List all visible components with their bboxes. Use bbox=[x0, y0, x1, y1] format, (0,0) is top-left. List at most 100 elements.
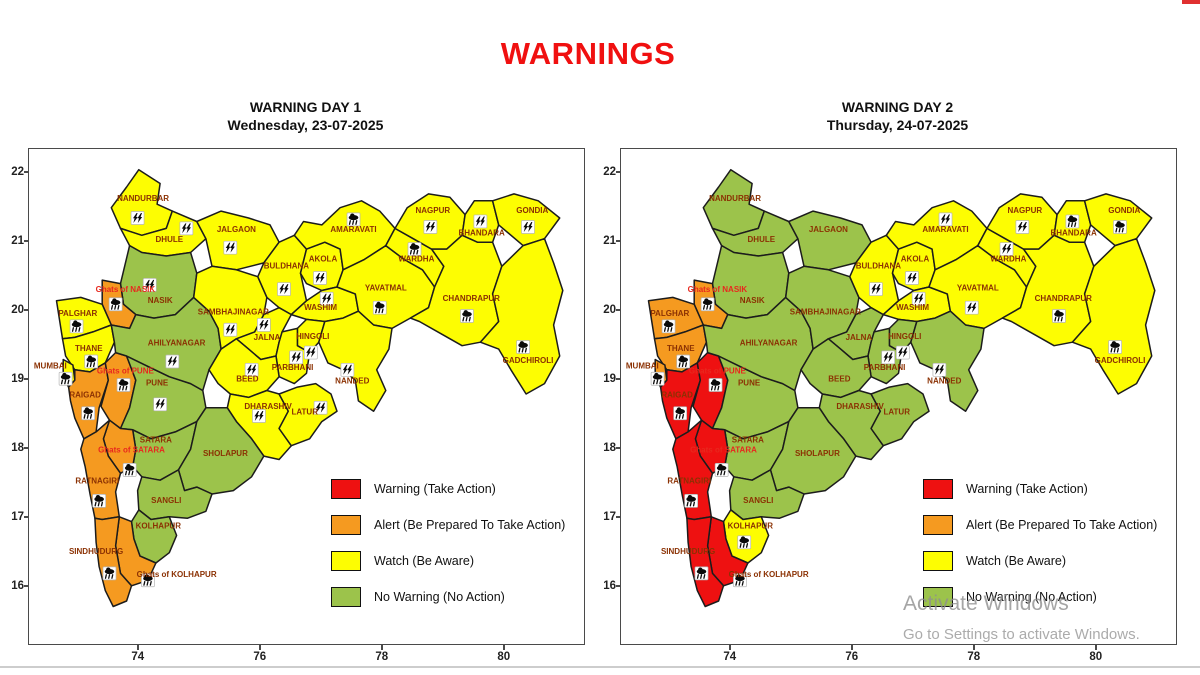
heavy-rain-icon bbox=[407, 242, 422, 256]
heavy-rain-icon bbox=[700, 297, 715, 312]
district-label: WASHIM bbox=[896, 303, 929, 312]
legend-item-watch: Watch (Be Aware) bbox=[923, 551, 1157, 571]
district-label: NAGPUR bbox=[415, 206, 450, 215]
rain-drop-glyph bbox=[689, 501, 692, 507]
district-label: CHANDRAPUR bbox=[443, 294, 501, 303]
lightning-bolt-glyph bbox=[1017, 221, 1023, 232]
lightning-bolt-glyph bbox=[523, 221, 529, 232]
icon-background bbox=[932, 362, 947, 377]
rain-drop-glyph bbox=[78, 327, 81, 332]
icon-background bbox=[153, 397, 167, 412]
rain-drop-glyph bbox=[524, 347, 527, 353]
rain-drop-glyph bbox=[745, 543, 749, 548]
panel-warning-day1: WARNING DAY 1 Wednesday, 23-07-2025 NAND… bbox=[11, 96, 585, 671]
district-shape-latur bbox=[278, 382, 338, 447]
district-label: NANDURBAR bbox=[117, 194, 169, 203]
rain-drop-glyph bbox=[131, 470, 134, 476]
legend-item-none: No Warning (No Action) bbox=[331, 587, 565, 607]
district-shape-sindhudurg bbox=[686, 516, 725, 608]
legend-label-watch: Watch (Be Aware) bbox=[374, 554, 475, 568]
heavy-rain-icon bbox=[69, 319, 84, 334]
rain-drop-glyph bbox=[1054, 316, 1057, 322]
lightning-bolt-glyph bbox=[167, 356, 173, 367]
maharashtra-map-day2: NANDURBAR DHULE JALGAON NASIK Ghats of NASIK… bbox=[626, 168, 1156, 608]
x-tick-label: 80 bbox=[497, 651, 511, 663]
thunderstorm-icon bbox=[244, 362, 259, 377]
rain-drop-glyph bbox=[146, 580, 149, 586]
legend-swatch-watch bbox=[923, 551, 953, 571]
rain-drop-glyph bbox=[702, 304, 706, 310]
rain-drop-glyph bbox=[149, 580, 152, 586]
district-shape-gadchiroli bbox=[1071, 237, 1156, 395]
y-tick-label: 20 bbox=[603, 304, 616, 317]
legend-label-none: No Warning (No Action) bbox=[374, 590, 505, 604]
heavy-rain-icon bbox=[1108, 340, 1122, 354]
district-label: NAGPUR bbox=[1007, 206, 1042, 215]
rain-drop-glyph bbox=[83, 414, 86, 419]
lightning-bolt-glyph bbox=[247, 364, 252, 375]
district-label: Ghats of NASIK bbox=[688, 285, 748, 294]
legend-swatch-alert bbox=[331, 515, 361, 535]
district-label: NANDURBAR bbox=[709, 194, 761, 203]
lightning-bolt-glyph bbox=[907, 273, 913, 284]
y-tick-mark bbox=[24, 378, 29, 380]
y-tick-mark bbox=[616, 516, 621, 518]
legend-label-watch: Watch (Be Aware) bbox=[966, 554, 1067, 568]
thunderstorm-icon bbox=[423, 220, 438, 234]
icon-background bbox=[179, 221, 194, 236]
district-label: LATUR bbox=[291, 408, 318, 417]
district-label: SATARA bbox=[140, 435, 172, 444]
district-label: HINGOLI bbox=[296, 332, 329, 341]
district-shape-ahilyanagar bbox=[110, 296, 222, 392]
y-tick-mark bbox=[616, 240, 621, 242]
heavy-rain-icon bbox=[84, 354, 99, 369]
icon-background bbox=[277, 282, 291, 296]
rain-drop-glyph bbox=[709, 304, 712, 310]
district-label: YAVATMAL bbox=[365, 283, 407, 292]
district-label: DHULE bbox=[748, 235, 776, 244]
district-label: WARDHA bbox=[990, 254, 1026, 263]
lightning-bolt-glyph bbox=[914, 293, 919, 304]
y-tick-mark bbox=[24, 447, 29, 449]
legend-item-none: No Warning (No Action) bbox=[923, 587, 1157, 607]
x-tick-label: 76 bbox=[253, 651, 267, 663]
district-label: PUNE bbox=[146, 379, 169, 388]
district-label: RAIGAD bbox=[661, 390, 693, 399]
heavy-rain-icon bbox=[673, 406, 688, 421]
district-shape-beed bbox=[800, 338, 872, 399]
rain-drop-glyph bbox=[64, 379, 67, 385]
icon-background bbox=[1015, 220, 1030, 234]
thunderstorm-icon bbox=[257, 318, 271, 332]
legend-swatch-alert bbox=[923, 515, 953, 535]
thunderstorm-icon bbox=[153, 397, 167, 412]
rain-drop-glyph bbox=[348, 220, 351, 225]
lightning-bolt-glyph bbox=[342, 364, 348, 375]
rain-drop-glyph bbox=[717, 385, 720, 391]
rain-drop-glyph bbox=[413, 249, 416, 255]
rain-drop-glyph bbox=[118, 385, 122, 391]
lightning-bolt-glyph bbox=[181, 223, 187, 234]
district-label: Ghats of PUNE bbox=[97, 366, 155, 375]
rain-drop-glyph bbox=[681, 414, 685, 419]
legend-label-alert: Alert (Be Prepared To Take Action) bbox=[966, 518, 1158, 532]
lightning-bolt-glyph bbox=[326, 293, 332, 304]
rain-drop-glyph bbox=[125, 470, 128, 476]
district-label: HINGOLI bbox=[888, 332, 921, 341]
district-label: NANDED bbox=[927, 377, 961, 386]
heavy-rain-icon bbox=[108, 297, 123, 312]
y-tick-mark bbox=[24, 240, 29, 242]
thunderstorm-icon bbox=[130, 211, 145, 225]
rain-drop-glyph bbox=[681, 362, 684, 368]
rain-drop-glyph bbox=[703, 574, 706, 579]
thunderstorm-icon bbox=[911, 291, 926, 306]
x-tick-mark bbox=[137, 645, 139, 650]
thunderstorm-icon bbox=[223, 322, 238, 337]
icon-background bbox=[252, 409, 266, 423]
legend-swatch-none bbox=[331, 587, 361, 607]
y-tick-mark bbox=[24, 171, 29, 173]
lightning-bolt-glyph bbox=[254, 411, 260, 422]
lightning-bolt-glyph bbox=[137, 213, 143, 223]
district-label: JALNA bbox=[846, 333, 873, 342]
heavy-rain-icon bbox=[714, 463, 729, 477]
district-label: JALNA bbox=[254, 333, 281, 342]
